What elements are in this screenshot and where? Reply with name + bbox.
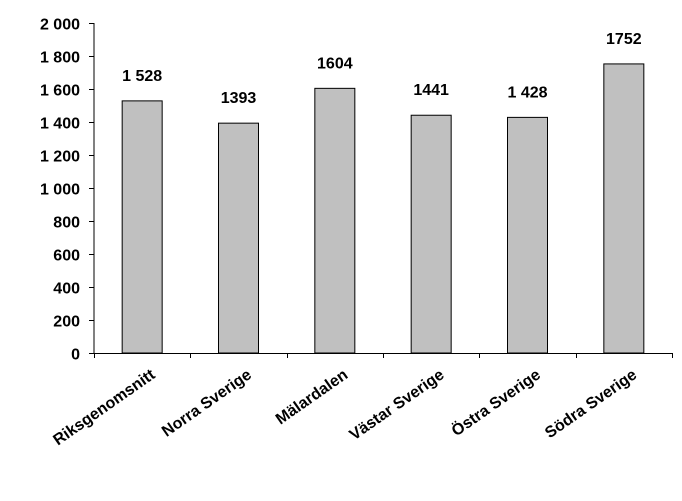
x-category-label: Norra Sverige [159,366,255,440]
x-category-label: Västar Sverige [347,366,448,444]
x-category-label: Södra Sverige [542,366,640,442]
bars [121,63,645,354]
category-labels: Riksgenomsnitt Norra Sverige MälardalenVäs… [50,365,640,449]
x-axis [94,353,673,358]
y-tick-label: 800 [53,215,80,232]
data-label: 1441 [413,82,449,99]
y-axis: 0 200 400 600 800 1 000 1 200 1 400 1 600 1 800 2 … [40,17,95,364]
y-tick-label: 1 000 [40,182,80,199]
y-tick-label: 0 [71,347,80,364]
x-category-label: Riksgenomsnitt [50,366,159,449]
x-category-label: Mälardalen [273,366,351,428]
y-tick-label: 600 [53,248,80,265]
data-label: 1 528 [122,68,162,85]
y-tick-label: 1 400 [40,116,80,133]
data-label: 1393 [221,90,257,107]
data-label: 1604 [317,55,353,72]
y-tick-label: 1 800 [40,50,80,67]
y-tick-label: 2 000 [40,17,80,34]
x-category-label: Östra Sverige [448,365,544,440]
y-tick-label: 1 200 [40,149,80,166]
data-label: 1 428 [507,84,547,101]
y-tick-label: 400 [53,281,80,298]
data-labels: 1 528 1393 1604 1441 1 428 1752 [122,31,642,107]
bar [410,114,452,354]
bar [507,116,548,354]
y-tick-label: 200 [53,314,80,331]
bar [314,87,356,354]
bar [603,63,645,354]
bar [121,100,163,354]
data-label: 1752 [606,31,642,48]
y-tick-label: 1 600 [40,83,80,100]
bar [218,122,259,354]
